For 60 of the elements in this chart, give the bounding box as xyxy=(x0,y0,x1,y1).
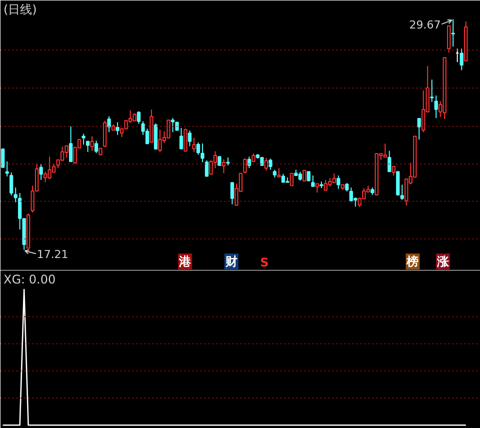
candlestick xyxy=(68,126,73,163)
candlestick xyxy=(447,25,451,54)
candlestick xyxy=(90,136,94,152)
candlestick xyxy=(392,166,396,176)
candlestick xyxy=(64,145,68,158)
candlestick xyxy=(116,122,120,136)
text: 财 xyxy=(224,254,238,268)
candlestick xyxy=(388,150,392,172)
candlestick xyxy=(383,143,387,158)
candlestick xyxy=(311,175,315,187)
candlestick xyxy=(422,90,426,133)
candlestick xyxy=(82,133,86,146)
candlestick xyxy=(332,172,336,184)
candlestick xyxy=(170,118,175,133)
candlestick xyxy=(396,171,400,196)
candlestick xyxy=(102,120,107,148)
candlestick xyxy=(434,94,438,119)
candlestick xyxy=(430,79,434,102)
candlestick xyxy=(264,157,268,172)
candlestick xyxy=(290,172,294,186)
candlestick xyxy=(336,175,340,190)
text: 榜 xyxy=(406,254,419,268)
candlestick xyxy=(417,118,421,140)
chart-title: (日线) xyxy=(4,2,37,16)
candlestick xyxy=(306,171,310,182)
candlestick xyxy=(39,163,43,180)
candlestick xyxy=(188,130,192,147)
candlestick xyxy=(60,146,64,162)
candlestick xyxy=(184,128,188,152)
chart-title: XG: 0.00 xyxy=(4,272,56,286)
candlestick xyxy=(302,170,306,182)
candlestick xyxy=(349,186,353,202)
candlestick xyxy=(1,148,5,168)
candlestick xyxy=(86,140,90,152)
candlestick xyxy=(107,116,111,133)
text: 港 xyxy=(178,254,192,268)
candlestick xyxy=(10,172,14,196)
annotation: 29.67 xyxy=(409,18,441,32)
candlestick xyxy=(154,122,158,150)
candlestick xyxy=(324,179,328,191)
candlestick xyxy=(200,142,204,163)
annotation: 17.21 xyxy=(36,248,68,262)
text: S xyxy=(260,256,269,270)
candlestick xyxy=(136,110,141,124)
candlestick xyxy=(204,160,209,177)
candlestick xyxy=(460,48,464,71)
candlestick xyxy=(5,160,9,177)
candlestick xyxy=(192,137,196,152)
candlestick xyxy=(14,186,18,203)
candlestick xyxy=(196,142,200,156)
candlestick xyxy=(451,18,455,48)
candlestick xyxy=(404,178,408,206)
candlestick xyxy=(48,156,52,180)
text: 涨 xyxy=(436,254,450,268)
candlestick xyxy=(230,182,234,205)
candlestick xyxy=(158,129,162,152)
candlestick xyxy=(268,158,272,170)
candlestick xyxy=(222,158,226,174)
candlestick xyxy=(43,171,48,183)
candlestick xyxy=(94,140,98,154)
